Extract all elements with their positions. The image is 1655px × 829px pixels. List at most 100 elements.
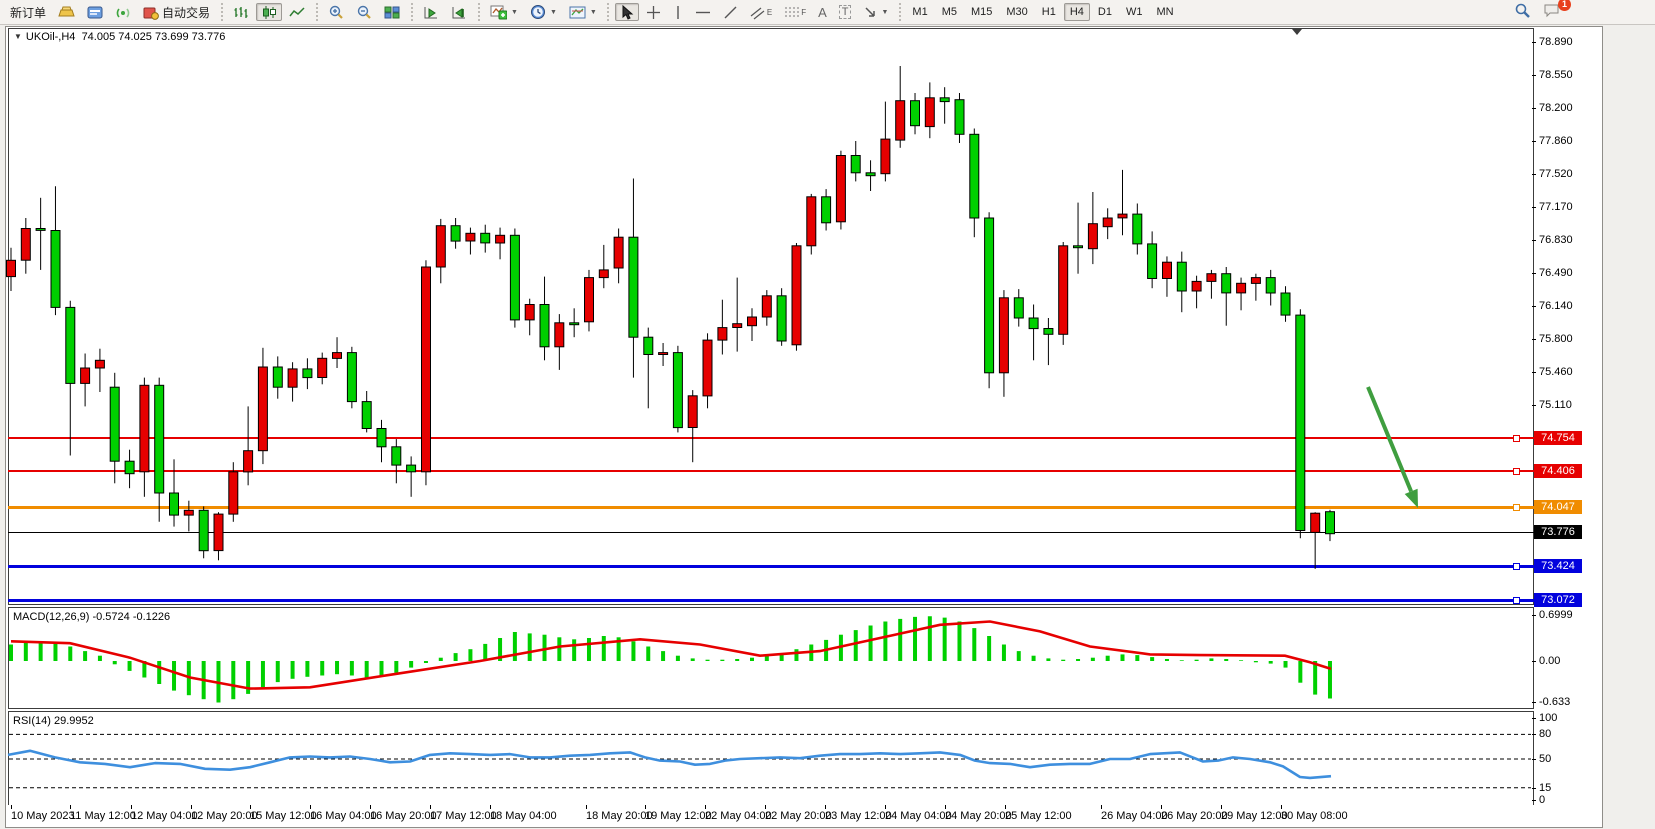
text-label-button[interactable]: T — [834, 3, 857, 21]
chart-dropdown-icon[interactable]: ▼ — [14, 32, 22, 41]
time-axis[interactable]: 10 May 2023 11 May 12:00 12 May 04:00 12 Ma… — [8, 805, 1600, 825]
key-level-line-handle[interactable] — [1513, 504, 1520, 511]
current-price-line-price-badge: 73.776 — [1534, 525, 1582, 539]
timeframe-w1-button[interactable]: W1 — [1125, 6, 1143, 18]
timeframe-m1-button[interactable]: M1 — [912, 6, 928, 18]
timeframe-h4-button[interactable]: H4 — [1063, 3, 1090, 21]
bar-chart-button[interactable] — [228, 3, 254, 21]
toolbar-right-group: 1 — [1508, 0, 1571, 19]
rsi-pane[interactable] — [8, 711, 1534, 806]
macd-tick-mark — [1532, 702, 1536, 703]
crosshair-button[interactable] — [641, 3, 666, 21]
chevron-down-icon: ▼ — [549, 8, 557, 16]
support-line-1[interactable] — [8, 565, 1534, 568]
current-price-line[interactable] — [8, 532, 1534, 533]
time-tick-label: 24 May 20:00 — [945, 810, 1012, 822]
macd-tick-mark — [1532, 615, 1536, 616]
zoom-in-button[interactable] — [323, 3, 349, 21]
tile-windows-button[interactable] — [379, 3, 405, 21]
line-chart-icon — [289, 5, 305, 20]
timeframe-m15-button[interactable]: M15 — [970, 6, 993, 18]
price-tick-label: 76.490 — [1539, 267, 1573, 279]
toolbar-grip — [476, 3, 482, 21]
time-tick-label: 30 May 08:00 — [1281, 810, 1348, 822]
support-line-2-handle[interactable] — [1513, 597, 1520, 604]
search-button[interactable] — [1509, 1, 1536, 19]
rsi-tick-label: 50 — [1539, 753, 1552, 765]
horizontal-line-button[interactable] — [690, 3, 716, 21]
time-tick-mark — [191, 805, 192, 809]
toolbar-group-chart-type — [227, 0, 311, 24]
templates-button[interactable]: ▼ — [564, 3, 602, 21]
chart-title[interactable]: ▼ UKOil-,H4 74.005 74.025 73.699 73.776 — [14, 31, 225, 43]
price-tick-mark — [1532, 339, 1536, 340]
line-chart-button[interactable] — [284, 3, 310, 21]
timeframe-mn-button[interactable]: MN — [1156, 6, 1174, 18]
resistance-line-1[interactable] — [8, 437, 1534, 439]
time-tick-label: 22 May 04:00 — [705, 810, 772, 822]
chart-symbol: UKOil-,H4 — [25, 31, 76, 43]
chart-shift-button[interactable] — [446, 3, 472, 21]
arrows-button[interactable]: ▼ — [858, 3, 893, 21]
macd-indicator-label: MACD(12,26,9) -0.5724 -0.1226 — [13, 611, 171, 623]
toolbar: 新订单 自动交易 — [0, 0, 1655, 25]
new-order-button[interactable]: 新订单 — [5, 3, 51, 21]
price-tick-mark — [1532, 207, 1536, 208]
price-pane[interactable] — [8, 28, 1534, 605]
time-tick-label: 18 May 04:00 — [490, 810, 557, 822]
chevron-down-icon: ▼ — [589, 8, 597, 16]
notifications-button[interactable]: 1 — [1538, 0, 1571, 19]
periods-button[interactable]: ▼ — [525, 3, 562, 21]
time-tick-label: 23 May 12:00 — [825, 810, 892, 822]
market-button[interactable] — [53, 3, 80, 21]
macd-tick-label: -0.633 — [1539, 696, 1571, 708]
rsi-indicator-label: RSI(14) 29.9952 — [13, 715, 94, 727]
channel-icon — [750, 5, 766, 20]
timeframe-m5-button[interactable]: M5 — [941, 6, 957, 18]
vertical-line-button[interactable] — [668, 3, 688, 21]
zoom-in-icon — [328, 4, 344, 20]
time-tick-label: 15 May 12:00 — [250, 810, 317, 822]
cursor-button[interactable] — [614, 3, 639, 21]
candlestick-chart-button[interactable] — [256, 3, 283, 21]
gold-ingot-icon — [58, 5, 75, 20]
price-tick-label: 77.860 — [1539, 135, 1573, 147]
fibonacci-button[interactable]: F — [779, 3, 811, 21]
zoom-out-button[interactable] — [351, 3, 377, 21]
terminal-button[interactable] — [82, 3, 108, 21]
support-line-1-handle[interactable] — [1513, 563, 1520, 570]
rsi-tick-label: 100 — [1539, 712, 1558, 724]
resistance-line-1-handle[interactable] — [1513, 435, 1520, 442]
macd-pane[interactable] — [8, 607, 1534, 709]
support-line-1-price-badge: 73.424 — [1534, 559, 1582, 573]
resistance-line-2-handle[interactable] — [1513, 468, 1520, 475]
toolbar-group-objects: E F A T ▼ — [614, 0, 895, 24]
price-tick-label: 78.200 — [1539, 102, 1573, 114]
vertical-line-icon — [673, 5, 683, 20]
rsi-tick-mark — [1532, 800, 1536, 801]
time-tick-mark — [1101, 805, 1102, 809]
equidistant-channel-button[interactable]: E — [745, 3, 777, 21]
timeframe-h1-button[interactable]: H1 — [1041, 6, 1056, 18]
key-level-line[interactable] — [8, 506, 1534, 509]
indicators-button[interactable]: ▼ — [485, 3, 523, 21]
text-button[interactable]: A — [813, 3, 832, 21]
toolbar-group-insert: ▼ ▼ ▼ — [484, 0, 603, 24]
chart-shift-icon — [451, 5, 467, 20]
auto-trading-button[interactable]: 自动交易 — [138, 3, 215, 21]
auto-scroll-button[interactable] — [418, 3, 444, 21]
rsi-tick-mark — [1532, 718, 1536, 719]
signal-icon — [115, 5, 131, 20]
rsi-tick-mark — [1532, 759, 1536, 760]
toolbar-grip — [314, 3, 320, 21]
price-tick-mark — [1532, 306, 1536, 307]
resistance-line-2[interactable] — [8, 470, 1534, 472]
support-line-2[interactable] — [8, 599, 1534, 602]
time-tick-label: 19 May 12:00 — [645, 810, 712, 822]
trendline-button[interactable] — [718, 3, 743, 21]
signals-button[interactable] — [110, 3, 136, 21]
timeframe-d1-button[interactable]: D1 — [1097, 6, 1112, 18]
timeframe-m30-button[interactable]: M30 — [1006, 6, 1028, 18]
time-tick-mark — [1005, 805, 1006, 809]
arrows-icon — [863, 5, 877, 20]
